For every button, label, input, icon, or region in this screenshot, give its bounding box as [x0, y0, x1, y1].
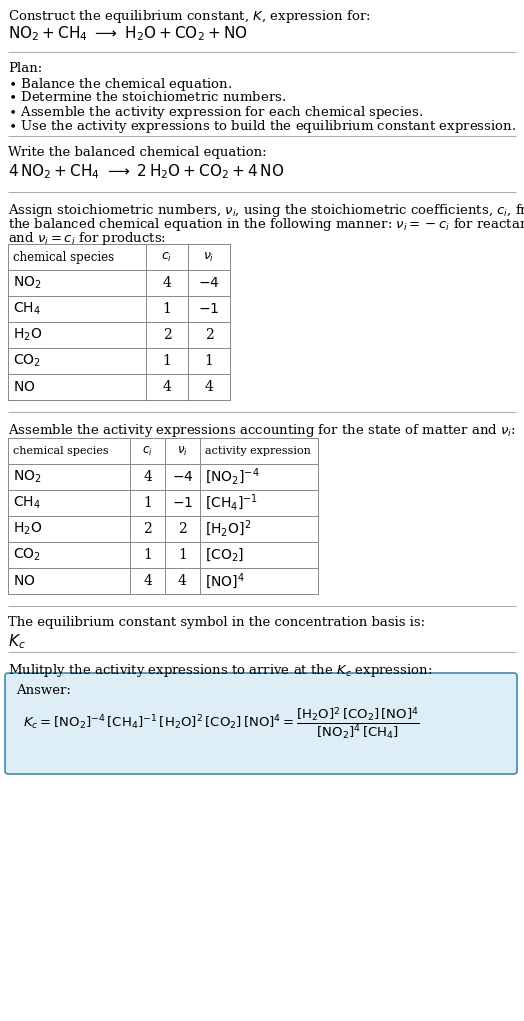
Text: The equilibrium constant symbol in the concentration basis is:: The equilibrium constant symbol in the c…: [8, 616, 425, 629]
Text: $\mathrm{H_2O}$: $\mathrm{H_2O}$: [13, 327, 42, 343]
Text: 4: 4: [143, 574, 152, 588]
Text: 1: 1: [204, 354, 213, 368]
Text: $\mathrm{4\,NO_2 + CH_4\ \longrightarrow\ 2\,H_2O + CO_2 + 4\,NO}$: $\mathrm{4\,NO_2 + CH_4\ \longrightarrow…: [8, 162, 284, 181]
Text: $K_c$: $K_c$: [8, 632, 26, 650]
Text: $\bullet$ Balance the chemical equation.: $\bullet$ Balance the chemical equation.: [8, 76, 233, 93]
Text: chemical species: chemical species: [13, 446, 108, 456]
Text: Write the balanced chemical equation:: Write the balanced chemical equation:: [8, 146, 267, 159]
Text: $\mathrm{NO}$: $\mathrm{NO}$: [13, 380, 36, 394]
Text: 1: 1: [178, 548, 187, 562]
Text: 1: 1: [162, 302, 171, 317]
Text: 4: 4: [162, 380, 171, 394]
Text: $\mathrm{NO_2}$: $\mathrm{NO_2}$: [13, 275, 42, 291]
Text: $\bullet$ Assemble the activity expression for each chemical species.: $\bullet$ Assemble the activity expressi…: [8, 104, 423, 121]
Text: $K_c = [\mathrm{NO_2}]^{-4}\,[\mathrm{CH_4}]^{-1}\,[\mathrm{H_2O}]^{2}\,[\mathrm: $K_c = [\mathrm{NO_2}]^{-4}\,[\mathrm{CH…: [23, 706, 420, 742]
Text: $\mathrm{NO_2 + CH_4\ \longrightarrow\ H_2O + CO_2 + NO}$: $\mathrm{NO_2 + CH_4\ \longrightarrow\ H…: [8, 25, 248, 43]
Text: 2: 2: [178, 522, 187, 536]
Text: $\nu_i$: $\nu_i$: [203, 250, 215, 263]
Text: 2: 2: [205, 328, 213, 342]
Text: Assemble the activity expressions accounting for the state of matter and $\nu_i$: Assemble the activity expressions accoun…: [8, 422, 516, 439]
Text: 1: 1: [143, 496, 152, 510]
Text: $\mathrm{H_2O}$: $\mathrm{H_2O}$: [13, 521, 42, 537]
Text: $[\mathrm{CH_4}]^{-1}$: $[\mathrm{CH_4}]^{-1}$: [205, 493, 258, 514]
Text: the balanced chemical equation in the following manner: $\nu_i = -c_i$ for react: the balanced chemical equation in the fo…: [8, 216, 524, 233]
FancyBboxPatch shape: [5, 673, 517, 774]
Text: $-4$: $-4$: [172, 470, 193, 484]
Text: $[\mathrm{NO_2}]^{-4}$: $[\mathrm{NO_2}]^{-4}$: [205, 467, 260, 487]
Text: $[\mathrm{H_2O}]^{2}$: $[\mathrm{H_2O}]^{2}$: [205, 519, 252, 539]
Text: $-1$: $-1$: [199, 302, 220, 317]
Text: $\mathrm{NO}$: $\mathrm{NO}$: [13, 574, 36, 588]
Text: 4: 4: [178, 574, 187, 588]
Text: 2: 2: [162, 328, 171, 342]
Text: $\mathrm{CO_2}$: $\mathrm{CO_2}$: [13, 353, 41, 370]
Text: activity expression: activity expression: [205, 446, 311, 456]
Text: $\mathrm{CH_4}$: $\mathrm{CH_4}$: [13, 301, 41, 318]
Text: Plan:: Plan:: [8, 62, 42, 75]
Text: 4: 4: [162, 276, 171, 290]
Text: $-1$: $-1$: [172, 496, 193, 510]
Text: $c_i$: $c_i$: [142, 444, 153, 457]
Text: chemical species: chemical species: [13, 250, 114, 263]
Text: Assign stoichiometric numbers, $\nu_i$, using the stoichiometric coefficients, $: Assign stoichiometric numbers, $\nu_i$, …: [8, 202, 524, 218]
Text: Answer:: Answer:: [16, 684, 71, 697]
Text: $\bullet$ Use the activity expressions to build the equilibrium constant express: $\bullet$ Use the activity expressions t…: [8, 118, 516, 135]
Text: $\nu_i$: $\nu_i$: [177, 444, 188, 457]
Text: $\mathrm{NO_2}$: $\mathrm{NO_2}$: [13, 469, 42, 485]
Text: Mulitply the activity expressions to arrive at the $K_c$ expression:: Mulitply the activity expressions to arr…: [8, 662, 432, 679]
Text: 4: 4: [204, 380, 213, 394]
Text: 1: 1: [143, 548, 152, 562]
Text: $c_i$: $c_i$: [161, 250, 172, 263]
Text: $-4$: $-4$: [198, 276, 220, 290]
Text: 2: 2: [143, 522, 152, 536]
Text: Construct the equilibrium constant, $K$, expression for:: Construct the equilibrium constant, $K$,…: [8, 8, 370, 25]
Text: $[\mathrm{NO}]^{4}$: $[\mathrm{NO}]^{4}$: [205, 571, 245, 591]
Text: 4: 4: [143, 470, 152, 484]
Text: $\mathrm{CH_4}$: $\mathrm{CH_4}$: [13, 495, 41, 512]
Text: and $\nu_i = c_i$ for products:: and $\nu_i = c_i$ for products:: [8, 230, 166, 247]
Text: $\mathrm{CO_2}$: $\mathrm{CO_2}$: [13, 547, 41, 564]
Text: 1: 1: [162, 354, 171, 368]
Text: $\bullet$ Determine the stoichiometric numbers.: $\bullet$ Determine the stoichiometric n…: [8, 90, 286, 104]
Text: $[\mathrm{CO_2}]$: $[\mathrm{CO_2}]$: [205, 546, 244, 564]
